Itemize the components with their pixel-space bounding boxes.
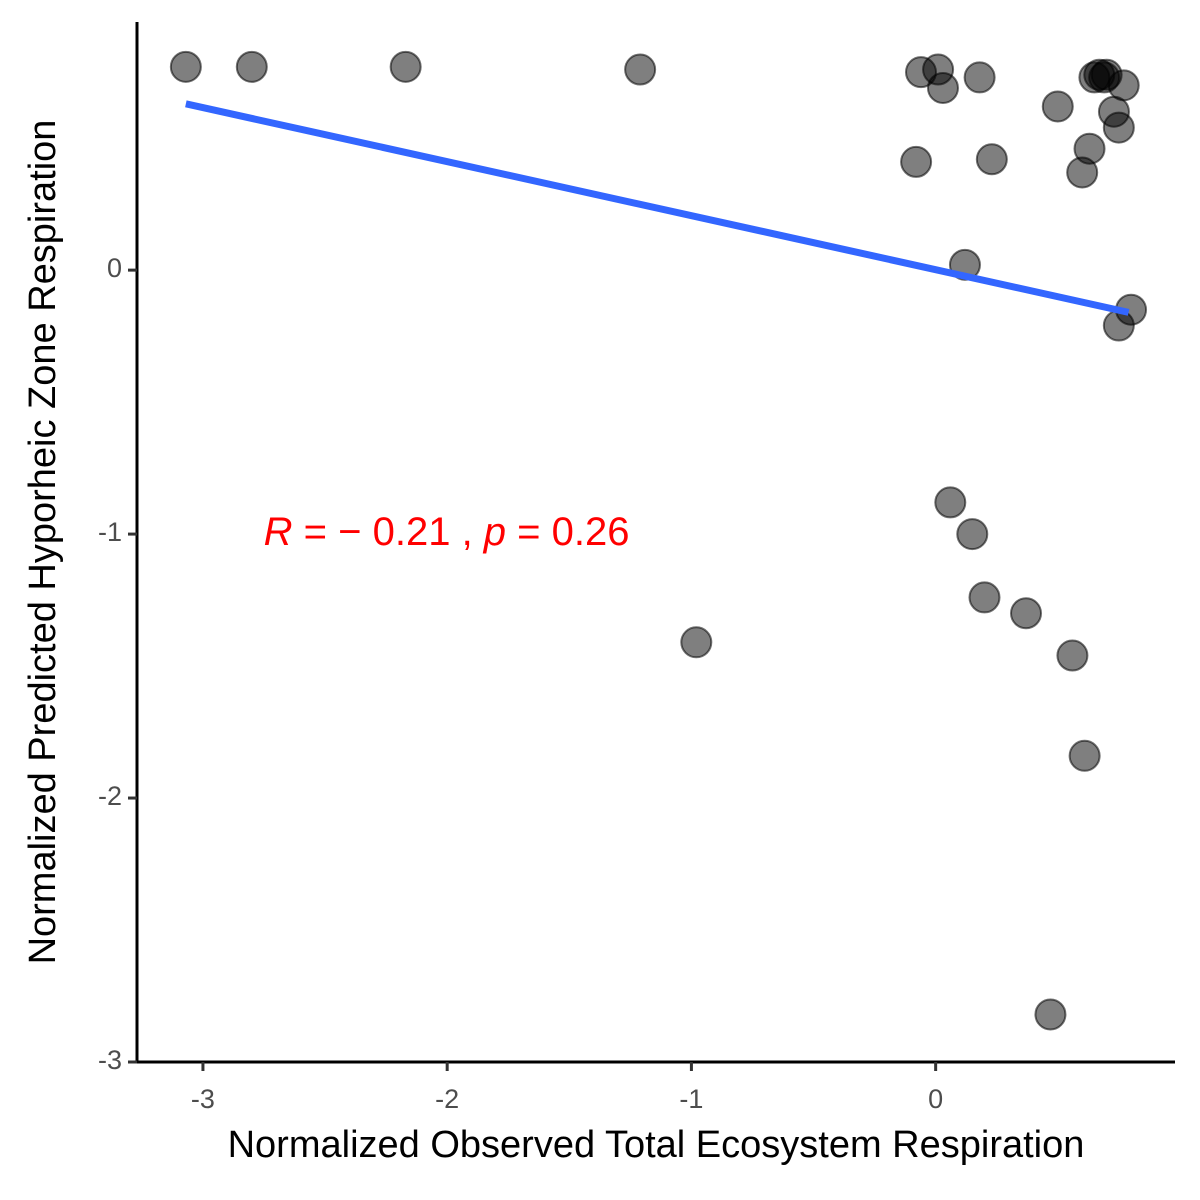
regression-line bbox=[185, 100, 1130, 316]
data-point bbox=[389, 50, 422, 83]
annotation-separator: , bbox=[450, 510, 483, 554]
data-point bbox=[1034, 998, 1067, 1031]
x-axis-ticks: -3 -2 -1 0 bbox=[191, 1062, 943, 1114]
annotation-equals-2: = bbox=[506, 510, 552, 554]
data-point bbox=[624, 53, 657, 86]
data-point bbox=[1010, 597, 1043, 630]
x-tick-label: -2 bbox=[435, 1084, 459, 1114]
y-tick-label: -2 bbox=[98, 781, 122, 811]
data-point bbox=[963, 61, 996, 94]
correlation-annotation: R = − 0.21 , p = 0.26 bbox=[186, 510, 685, 554]
data-point bbox=[956, 518, 989, 551]
points-layer bbox=[169, 50, 1148, 1031]
data-point bbox=[169, 50, 202, 83]
annotation-r-symbol: R bbox=[264, 510, 293, 554]
data-point bbox=[1102, 111, 1135, 144]
annotation-r-value: − 0.21 bbox=[338, 510, 450, 554]
axes: -3 -2 -1 0 -3 -2 -1 0 bbox=[98, 22, 1175, 1114]
x-tick-label: 0 bbox=[928, 1084, 943, 1114]
y-axis-ticks: -3 -2 -1 0 bbox=[98, 253, 137, 1075]
y-tick-label: -1 bbox=[98, 517, 122, 547]
data-point bbox=[934, 486, 967, 519]
data-point bbox=[1107, 69, 1140, 102]
y-tick-label: 0 bbox=[107, 253, 122, 283]
data-point bbox=[926, 71, 959, 104]
annotation-p-symbol: p bbox=[483, 510, 506, 554]
data-point bbox=[680, 626, 713, 659]
x-tick-label: -3 bbox=[191, 1084, 215, 1114]
plot-panel: R = − 0.21 , p = 0.26 bbox=[169, 50, 1148, 1031]
y-axis-title: Normalized Predicted Hyporheic Zone Resp… bbox=[22, 120, 64, 965]
data-point bbox=[1073, 132, 1106, 165]
annotation-p-value: 0.26 bbox=[552, 510, 630, 554]
data-point bbox=[975, 143, 1008, 176]
y-tick-label: -3 bbox=[98, 1045, 122, 1075]
data-point bbox=[235, 50, 268, 83]
data-point bbox=[1056, 639, 1089, 672]
x-tick-label: -1 bbox=[679, 1084, 703, 1114]
annotation-equals-1: = bbox=[293, 510, 339, 554]
data-point bbox=[900, 145, 933, 178]
data-point bbox=[968, 581, 1001, 614]
x-axis-title: Normalized Observed Total Ecosystem Resp… bbox=[228, 1124, 1085, 1166]
data-point bbox=[1041, 90, 1074, 123]
data-point bbox=[1068, 739, 1101, 772]
